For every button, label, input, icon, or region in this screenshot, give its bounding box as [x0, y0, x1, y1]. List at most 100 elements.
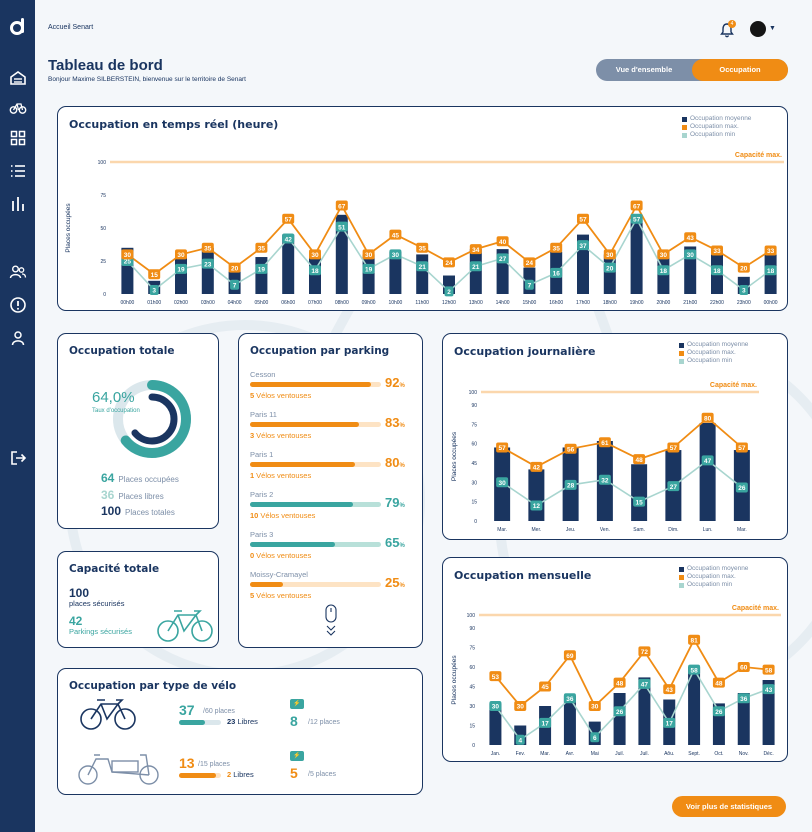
point-min-label: 4: [518, 738, 522, 745]
main-content: Accueil Senart Tableau de bord Bonjour M…: [35, 0, 812, 832]
legend-label-avg: Occupation moyenne: [690, 115, 752, 122]
point-min-label-bg: [362, 263, 375, 274]
capacity-places-value: 100: [69, 586, 90, 600]
electric-bike-badge: ⚡: [290, 699, 304, 709]
tab-occupation[interactable]: Occupation: [692, 59, 788, 81]
point-min-label-bg: [309, 265, 321, 276]
point-max-label-bg: [563, 650, 576, 661]
stat-free-label: Places libres: [118, 492, 164, 501]
parking-percent-unit: %: [399, 423, 405, 429]
point-max-label-bg: [496, 442, 509, 453]
bar-average: [563, 695, 576, 745]
point-max-label: 40: [499, 239, 507, 246]
point-max-label-bg: [711, 245, 723, 256]
gauge-inner-arc: [126, 393, 178, 445]
point-min-label-bg: [657, 265, 670, 276]
bar-average: [630, 214, 643, 294]
legend-label-max: Occupation max.: [690, 123, 739, 130]
point-max-label-bg: [630, 200, 643, 211]
point-max-label: 80: [704, 416, 712, 423]
point-max-label-bg: [362, 249, 375, 260]
point-max-label: 48: [636, 457, 644, 464]
point-max-label-bg: [539, 681, 552, 692]
x-tick-label: 12h00: [442, 300, 456, 306]
parking-percent-unit: %: [399, 583, 405, 589]
point-min-label: 7: [233, 282, 237, 289]
users-icon[interactable]: [9, 263, 27, 281]
classic-bar-fill: [179, 720, 206, 725]
parking-bar-fill: [250, 542, 336, 547]
point-max-label: 30: [124, 252, 132, 259]
list-icon[interactable]: [9, 162, 27, 180]
alert-icon[interactable]: [9, 296, 27, 314]
page-title: Tableau de bord: [48, 57, 163, 74]
parking-ventouses: 5 Vélos ventouses: [250, 391, 311, 400]
x-tick-label: 17h00: [576, 300, 590, 306]
point-max-label: 20: [231, 265, 239, 272]
breadcrumb[interactable]: Accueil Senart: [48, 24, 94, 31]
parking-name: Paris 11: [250, 410, 277, 419]
total-title: Occupation totale: [69, 345, 175, 357]
cargo-free-label: Libres: [233, 770, 254, 779]
x-tick-label: Aôu.: [664, 751, 674, 757]
avatar[interactable]: [750, 21, 766, 37]
grid-icon[interactable]: [9, 129, 27, 147]
point-min-label: 30: [492, 704, 500, 711]
parking-bar: [250, 422, 381, 427]
point-min-label: 20: [606, 265, 614, 272]
logout-icon[interactable]: [9, 449, 27, 467]
chevron-down-icon[interactable]: ▼: [769, 25, 776, 32]
scroll-mouse-icon[interactable]: [324, 604, 338, 640]
point-max-label-bg: [598, 437, 611, 448]
classic-free: 23 Libres: [227, 717, 258, 726]
point-min-label: 58: [690, 667, 698, 674]
point-min-label-bg: [762, 684, 775, 695]
point-max-label-bg: [309, 249, 321, 260]
point-max-label-bg: [657, 249, 670, 260]
legend-swatch-min: [682, 132, 687, 138]
point-min-label-bg: [335, 221, 348, 232]
point-min-label-bg: [282, 233, 295, 244]
point-max-label-bg: [416, 242, 429, 253]
parking-ventouses: 0 Vélos ventouses: [250, 551, 311, 560]
legend-label-min: Occupation min: [687, 581, 733, 588]
tab-overview[interactable]: Vue d'ensemble: [615, 65, 673, 74]
electric-classic-total: /12 places: [308, 719, 340, 726]
point-min-label: 19: [258, 267, 266, 274]
point-max-label: 57: [499, 445, 507, 452]
bar-average: [416, 254, 429, 294]
bicycle-icon[interactable]: [9, 98, 27, 116]
more-stats-button[interactable]: Voir plus de statistiques: [672, 796, 786, 817]
point-min-label: 30: [499, 480, 507, 487]
point-max-label-bg: [443, 257, 455, 268]
point-min-label-bg: [539, 717, 552, 728]
bar-chart-icon[interactable]: [9, 195, 27, 213]
point-max-label: 67: [633, 203, 641, 210]
parking-ventouses-label: Vélos ventouses: [260, 511, 316, 520]
y-tick-label: 90: [471, 403, 477, 409]
logo-icon[interactable]: [8, 16, 28, 36]
point-max-label: 30: [517, 704, 525, 711]
point-max-label: 20: [740, 265, 748, 272]
y-tick-label: 75: [469, 646, 475, 652]
realtime-card: Occupation en temps réel (heure) Occupat…: [57, 106, 788, 311]
building-icon[interactable]: [9, 69, 27, 87]
parking-percent-unit: %: [399, 463, 405, 469]
legend-label-avg: Occupation moyenne: [687, 341, 749, 348]
point-max-label: 61: [601, 440, 609, 447]
point-min-label-bg: [524, 279, 534, 290]
user-icon[interactable]: [9, 329, 27, 347]
point-max-label: 24: [445, 260, 453, 267]
capacity-parkings-label: Parkings sécurisés: [69, 627, 132, 636]
point-max-label: 30: [660, 252, 668, 259]
point-max-label-bg: [638, 646, 651, 657]
x-tick-label: Juil.: [640, 751, 649, 757]
bar-average: [688, 667, 701, 745]
point-min-label-bg: [563, 693, 576, 704]
point-max-label-bg: [663, 684, 676, 695]
x-tick-label: 05h00: [254, 300, 268, 306]
point-max-label: 57: [285, 216, 293, 223]
line-max: [494, 637, 769, 708]
legend-label-min: Occupation min: [690, 131, 736, 138]
